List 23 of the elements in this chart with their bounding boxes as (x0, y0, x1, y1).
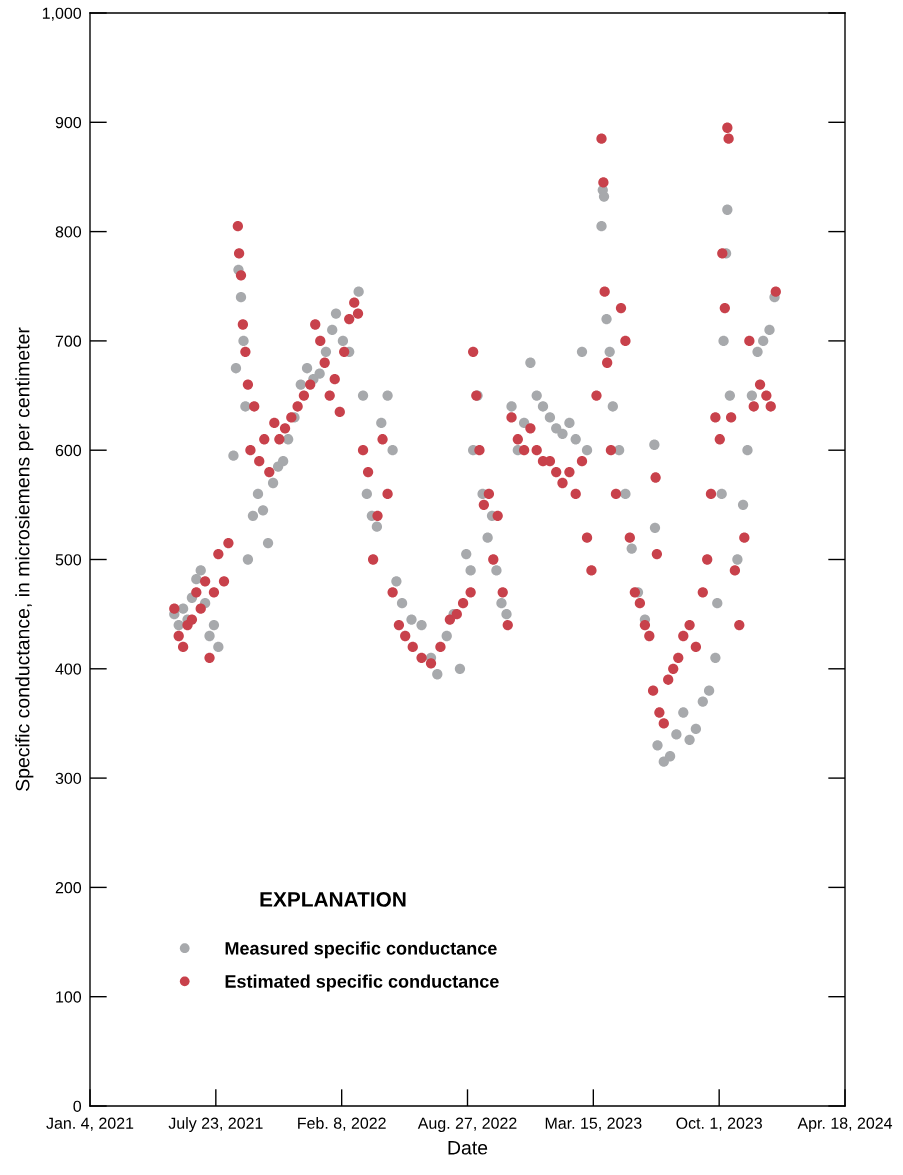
y-tick-label: 200 (55, 882, 82, 894)
x-tick-label: July 23, 2021 (168, 1117, 263, 1132)
legend-title: EXPLANATION (260, 892, 406, 907)
y-axis-title: Specific conductance, in microsiemens per centimeter (15, 327, 34, 791)
x-axis-title: Date (448, 1141, 488, 1155)
y-tick-label: 900 (55, 116, 82, 129)
y-tick-label: 300 (55, 772, 82, 785)
x-tick-label: Feb. 8, 2022 (298, 1117, 386, 1131)
y-tick-label: 700 (55, 335, 82, 347)
y-tick-label: 0 (73, 1100, 82, 1112)
y-tick-label: 800 (55, 226, 82, 238)
y-tick-label: 400 (55, 663, 82, 675)
legend-label: Measured specific conductance (225, 941, 497, 959)
y-tick-label: 500 (55, 554, 82, 566)
x-tick-label: Jan. 4, 2021 (46, 1117, 134, 1131)
y-tick-label: 600 (55, 444, 82, 457)
x-tick-label: Aug. 27, 2022 (417, 1117, 517, 1132)
x-tick-label: Oct. 1, 2023 (676, 1117, 762, 1131)
y-tick-label: 1,000 (42, 7, 82, 21)
x-tick-label: Mar. 15, 2023 (545, 1117, 642, 1131)
x-tick-label: Apr. 18, 2024 (797, 1117, 893, 1132)
y-tick-label: 100 (56, 991, 82, 1003)
legend-label: Estimated specific conductance (225, 974, 499, 992)
